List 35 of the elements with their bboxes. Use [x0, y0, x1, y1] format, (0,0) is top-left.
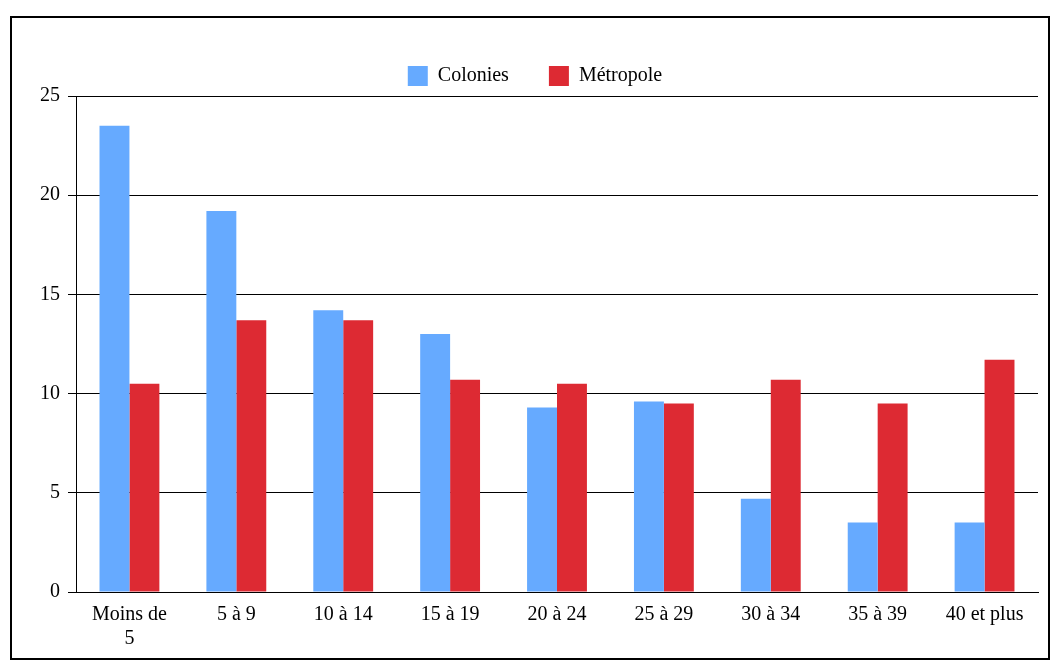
- bar: [740, 498, 771, 592]
- bar: [99, 125, 130, 592]
- bar: [557, 383, 587, 592]
- x-tick-label: Moins de 5: [91, 602, 168, 649]
- bar: [527, 407, 557, 592]
- bar: [450, 379, 481, 592]
- x-tick-label: 30 à 34: [741, 602, 801, 625]
- x-tick-label: 20 à 24: [527, 602, 587, 625]
- bar: [206, 211, 237, 592]
- bar: [663, 403, 694, 592]
- bar: [877, 403, 908, 592]
- bar: [129, 383, 160, 592]
- x-tick-label: 10 à 14: [313, 602, 373, 625]
- bar: [236, 320, 267, 592]
- x-tick-label: 5 à 9: [216, 602, 256, 625]
- y-tick-label: 0: [50, 579, 60, 602]
- bar: [633, 401, 664, 592]
- bar: [847, 522, 878, 592]
- bar: [313, 310, 344, 592]
- x-tick-label: 35 à 39: [848, 602, 908, 625]
- bar: [343, 320, 374, 592]
- bar: [954, 522, 985, 592]
- y-tick-label: 25: [40, 83, 60, 106]
- y-tick-label: 10: [40, 380, 60, 403]
- x-tick-label: 40 et plus: [945, 602, 1024, 626]
- y-tick-label: 15: [40, 281, 60, 304]
- bar: [770, 379, 801, 592]
- y-tick-label: 5: [50, 480, 60, 503]
- y-tick-label: 20: [40, 182, 60, 205]
- bar: [420, 334, 451, 592]
- legend-label: Colonies: [437, 63, 510, 86]
- x-tick-label: 25 à 29: [634, 602, 694, 625]
- bar: [984, 359, 1015, 592]
- legend-label: Métropole: [578, 63, 663, 87]
- x-tick-label: 15 à 19: [420, 602, 480, 625]
